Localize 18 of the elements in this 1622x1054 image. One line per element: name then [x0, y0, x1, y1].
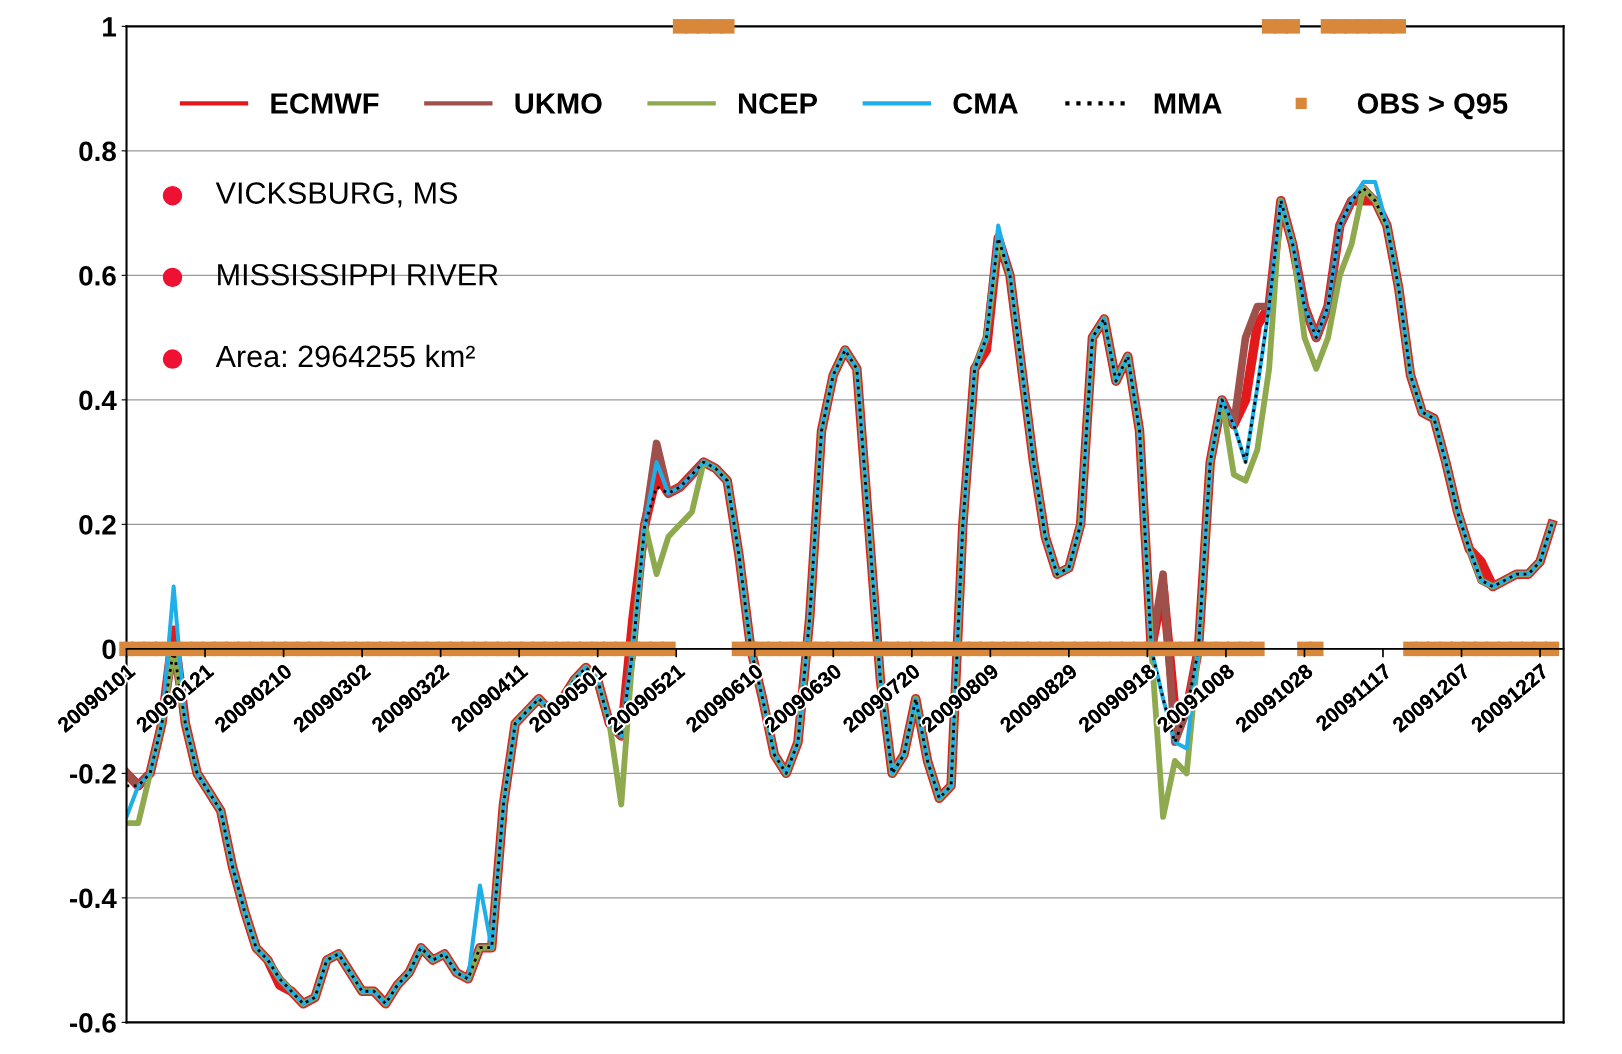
annotation: MISSISSIPPI RIVER: [218, 263, 498, 286]
y-tick-label: 0.2: [79, 515, 116, 535]
legend-label: OBS > Q95: [1357, 93, 1508, 120]
y-tick-label: 0.6: [79, 266, 116, 286]
legend-label: MMA: [1154, 93, 1222, 114]
y-tick-label: 1: [103, 17, 117, 37]
legend-label: ECMWF: [271, 93, 379, 114]
y-tick-label: -0.2: [70, 764, 116, 784]
legend-label: UKMO: [515, 93, 602, 114]
legend-label: CMA: [953, 93, 1018, 114]
y-tick-label: -0.6: [70, 1013, 116, 1033]
y-tick-label: 0.4: [79, 390, 117, 411]
annotation: VICKSBURG, MS: [215, 182, 457, 208]
y-tick-label: 0: [102, 639, 116, 660]
legend-label: NCEP: [738, 93, 818, 114]
y-tick-label: 0.8: [79, 141, 116, 162]
y-tick-label: -0.4: [70, 888, 117, 909]
annotation: Area: 2964255 km²: [215, 344, 475, 368]
